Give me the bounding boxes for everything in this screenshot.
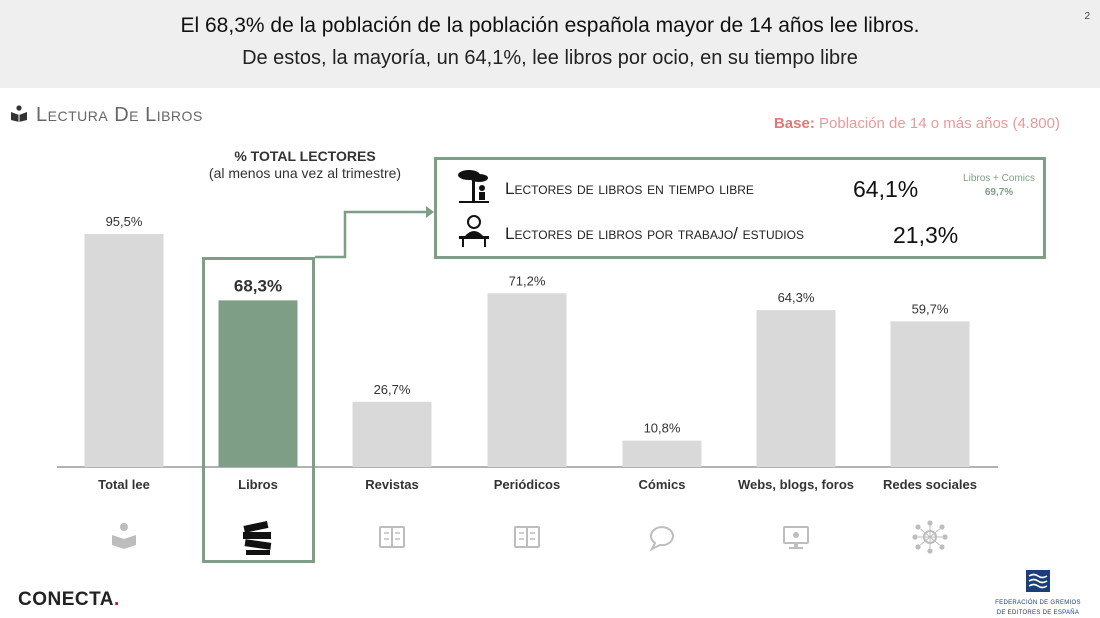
social-network-icon-node-5 xyxy=(927,548,933,554)
callout-row-leisure: Lectores de libros en tiempo libre xyxy=(457,168,754,209)
callout-row1-value: 64,1% xyxy=(853,176,919,202)
speech-bubble-icon xyxy=(649,526,674,552)
bar-value-label-1: 68,3% xyxy=(234,276,282,295)
books-stack-icon-mid xyxy=(243,532,271,539)
category-label-2: Revistas xyxy=(365,477,418,492)
bar-0 xyxy=(84,234,164,467)
social-network-icon-spoke-2 xyxy=(920,536,931,546)
federacion-text-2: DE EDITORES DE ESPAÑA xyxy=(996,610,1080,616)
category-label-4: Cómics xyxy=(639,477,686,492)
callout-row-work: Lectores de libros por trabajo/ estudios xyxy=(457,214,804,253)
books-stack-icon xyxy=(243,521,269,533)
social-network-icon-node-2 xyxy=(915,544,921,550)
tree-reader-icon xyxy=(457,168,491,209)
callout-row1-label: Lectores de libros en tiempo libre xyxy=(505,178,754,198)
social-network-icon-spoke-1 xyxy=(929,528,940,538)
callout-row2-value: 21,3% xyxy=(893,222,959,248)
desk-student-icon xyxy=(457,214,491,253)
monitor-icon-stand xyxy=(794,543,798,547)
libros-highlight-frame xyxy=(202,257,315,563)
social-network-icon-spoke-0 xyxy=(920,528,931,538)
chart-subtitle: % TOTAL LECTORES (al menos una vez al tr… xyxy=(170,148,440,181)
bar-value-label-4: 10,8% xyxy=(644,421,681,436)
bar-value-label-3: 71,2% xyxy=(509,273,546,288)
section-title: Lectura De Libros xyxy=(10,104,203,127)
bar-6 xyxy=(890,321,970,467)
callout-row2-label: Lectores de libros por trabajo/ estudios xyxy=(505,223,804,243)
social-network-icon-node-7 xyxy=(942,534,948,540)
social-network-icon-node-0 xyxy=(915,524,921,530)
social-network-icon-node-1 xyxy=(939,524,945,530)
social-network-icon-node-6 xyxy=(912,534,918,540)
combo-note: Libros + Comics 69,7% xyxy=(963,172,1035,200)
base-label: Base: xyxy=(773,115,815,132)
header-banner: El 68,3% de la población de la población… xyxy=(0,0,1100,88)
callout-box: Lectores de libros en tiempo libre 64,1%… xyxy=(434,157,1046,259)
category-label-6: Redes sociales xyxy=(883,477,977,492)
callout-connector-arrow xyxy=(426,206,434,218)
social-network-icon-node-4 xyxy=(927,520,933,526)
reader-icon xyxy=(120,523,128,531)
books-stack-icon-bottom xyxy=(244,539,272,550)
bar-value-label-0: 95,5% xyxy=(106,214,143,229)
federacion-emblem-icon xyxy=(1026,570,1050,596)
combo-label: Libros + Comics xyxy=(963,173,1035,184)
chart-subtitle-main: % TOTAL LECTORES xyxy=(234,148,376,164)
bar-value-label-2: 26,7% xyxy=(374,382,411,397)
bar-4 xyxy=(622,440,702,467)
bar-value-label-6: 59,7% xyxy=(912,301,949,316)
category-label-3: Periódicos xyxy=(494,477,560,492)
category-label-1: Libros xyxy=(238,477,278,492)
category-label-0: Total lee xyxy=(98,477,150,492)
base-note: Base: Población de 14 o más años (4.800) xyxy=(774,115,1060,132)
callout-connector xyxy=(315,210,426,259)
conecta-logo-dot: . xyxy=(114,589,120,610)
bar-2 xyxy=(352,401,432,467)
books-stack-icon-base xyxy=(246,550,270,555)
conecta-logo: CONECTA. xyxy=(18,589,120,611)
section-title-text: Lectura De Libros xyxy=(36,104,203,126)
monitor-icon-dot xyxy=(793,532,799,538)
conecta-logo-text: CONECTA xyxy=(18,589,115,610)
header-line-1: El 68,3% de la población de la población… xyxy=(180,14,920,37)
chart-subtitle-sub: (al menos una vez al trimestre) xyxy=(208,165,402,181)
monitor-icon-base xyxy=(789,547,803,549)
bar-1 xyxy=(218,300,298,467)
page-number: 2 xyxy=(1084,11,1090,22)
reader-icon-book xyxy=(112,535,136,549)
bar-5 xyxy=(756,310,836,467)
base-text: Población de 14 o más años (4.800) xyxy=(819,115,1060,132)
bar-3 xyxy=(487,293,567,467)
federacion-logo: FEDERACIÓN DE GREMIOS DE EDITORES DE ESP… xyxy=(988,570,1088,617)
category-label-5: Webs, blogs, foros xyxy=(738,477,854,492)
social-network-icon-node-3 xyxy=(939,544,945,550)
header-line-2: De estos, la mayoría, un 64,1%, lee libr… xyxy=(242,47,858,69)
federacion-text-1: FEDERACIÓN DE GREMIOS xyxy=(995,600,1081,606)
book-reader-icon xyxy=(10,104,28,127)
combo-value: 69,7% xyxy=(984,187,1014,198)
social-network-icon-spoke-3 xyxy=(929,536,940,546)
bar-value-label-5: 64,3% xyxy=(778,290,815,305)
